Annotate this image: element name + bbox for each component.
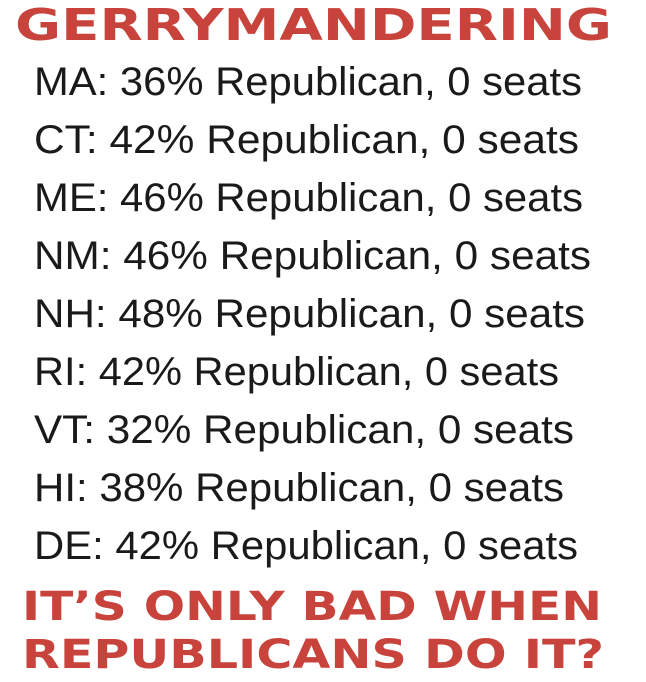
state-list: MA: 36% Republican, 0 seats CT: 42% Repub… — [34, 60, 591, 568]
state-line: HI: 38% Republican, 0 seats — [34, 466, 564, 510]
footer-line: REPUBLICANS DO IT? — [22, 632, 604, 678]
state-line: NM: 46% Republican, 0 seats — [34, 234, 591, 278]
state-line: MA: 36% Republican, 0 seats — [34, 60, 582, 104]
state-line: VT: 32% Republican, 0 seats — [34, 408, 574, 452]
state-line: CT: 42% Republican, 0 seats — [34, 118, 579, 162]
state-line: DE: 42% Republican, 0 seats — [34, 524, 578, 568]
state-line: ME: 46% Republican, 0 seats — [34, 176, 583, 220]
state-line: RI: 42% Republican, 0 seats — [34, 350, 559, 394]
footer-line: IT’S ONLY BAD WHEN — [22, 584, 602, 630]
title: GERRYMANDERING — [15, 0, 612, 51]
state-line: NH: 48% Republican, 0 seats — [34, 292, 585, 336]
